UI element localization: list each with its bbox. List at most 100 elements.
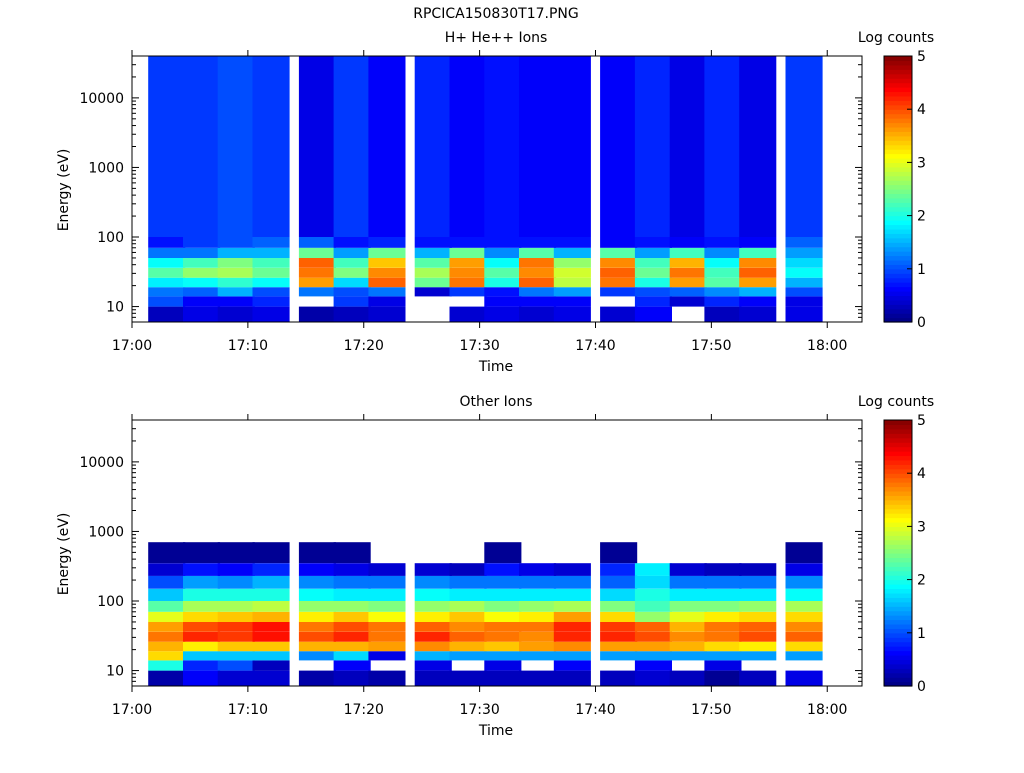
heatmap-cell bbox=[704, 306, 742, 322]
heatmap-cell bbox=[449, 277, 487, 288]
colorbar-segment bbox=[884, 446, 912, 452]
heatmap-cell bbox=[368, 267, 406, 278]
heatmap-cell bbox=[298, 641, 336, 652]
heatmap-cell bbox=[484, 257, 522, 268]
heatmap-cell bbox=[183, 542, 221, 564]
heatmap-cell bbox=[600, 306, 638, 322]
colorbar-segment bbox=[884, 610, 912, 616]
heatmap-cell bbox=[183, 611, 221, 622]
heatmap-cell bbox=[739, 237, 777, 248]
heatmap-cell bbox=[414, 56, 452, 237]
heatmap-cell bbox=[739, 306, 777, 322]
heatmap-cell bbox=[553, 267, 591, 278]
heatmap-cell bbox=[148, 563, 186, 576]
heatmap-cell bbox=[333, 621, 371, 632]
heatmap-cell bbox=[414, 563, 452, 576]
heatmap-cell bbox=[252, 670, 290, 686]
colorbar-segment bbox=[884, 122, 912, 128]
heatmap-cell bbox=[669, 287, 707, 297]
heatmap-cell bbox=[484, 542, 522, 564]
heatmap-cell bbox=[600, 611, 638, 622]
heatmap-cell bbox=[414, 641, 452, 652]
heatmap-cell bbox=[333, 670, 371, 686]
heatmap-cell bbox=[252, 257, 290, 268]
heatmap-cell bbox=[484, 306, 522, 322]
heatmap-cell bbox=[484, 631, 522, 642]
heatmap-cell bbox=[634, 670, 672, 686]
heatmap-cell bbox=[704, 296, 742, 307]
heatmap-cell bbox=[252, 660, 290, 671]
heatmap-cell bbox=[669, 563, 707, 576]
heatmap-cell bbox=[785, 588, 823, 601]
heatmap-cell bbox=[298, 257, 336, 268]
heatmap-cell bbox=[368, 588, 406, 601]
heatmap-cell bbox=[739, 670, 777, 686]
colorbar-segment bbox=[884, 166, 912, 172]
colorbar-segment bbox=[884, 561, 912, 567]
colorbar-segment bbox=[884, 677, 912, 683]
heatmap-cell bbox=[449, 611, 487, 622]
heatmap-cell bbox=[148, 257, 186, 268]
heatmap-cell bbox=[704, 257, 742, 268]
colorbar-segment bbox=[884, 264, 912, 270]
heatmap-cell bbox=[449, 267, 487, 278]
colorbar-segment bbox=[884, 268, 912, 274]
heatmap-cell bbox=[669, 588, 707, 601]
heatmap-cell bbox=[333, 611, 371, 622]
heatmap-cell bbox=[368, 257, 406, 268]
heatmap-cell bbox=[669, 631, 707, 642]
heatmap-cell bbox=[519, 56, 557, 237]
colorbar-segment bbox=[884, 451, 912, 457]
heatmap-cell bbox=[414, 267, 452, 278]
heatmap-cell bbox=[669, 601, 707, 612]
heatmap-cell bbox=[217, 631, 255, 642]
heatmap-cell bbox=[553, 56, 591, 237]
heatmap-cell bbox=[298, 277, 336, 288]
heatmap-cell bbox=[333, 575, 371, 589]
colorbar-segment bbox=[884, 428, 912, 434]
colorbar-segment bbox=[884, 157, 912, 163]
heatmap-cell bbox=[217, 296, 255, 307]
colorbar-segment bbox=[884, 566, 912, 572]
heatmap-cell bbox=[368, 247, 406, 258]
colorbar-segment bbox=[884, 482, 912, 488]
x-tick-label: 17:10 bbox=[228, 702, 268, 718]
heatmap-cell bbox=[217, 277, 255, 288]
heatmap-cell bbox=[148, 621, 186, 632]
heatmap-cell bbox=[333, 277, 371, 288]
heatmap-cell bbox=[217, 306, 255, 322]
heatmap-cell bbox=[148, 542, 186, 564]
heatmap-cell bbox=[449, 575, 487, 589]
heatmap-cell bbox=[449, 237, 487, 248]
heatmap-cell bbox=[739, 641, 777, 652]
heatmap-cell bbox=[484, 296, 522, 307]
colorbar-segment bbox=[884, 672, 912, 678]
colorbar-tick-label: 4 bbox=[917, 102, 926, 118]
colorbar-segment bbox=[884, 242, 912, 248]
heatmap-cell bbox=[298, 306, 336, 322]
colorbar-segment bbox=[884, 504, 912, 510]
heatmap-cell bbox=[414, 601, 452, 612]
heatmap-cell bbox=[368, 56, 406, 237]
heatmap-cell bbox=[669, 621, 707, 632]
colorbar-segment bbox=[884, 464, 912, 470]
panel-other-ions: Other Ions Log counts Energy (eV) Time 1… bbox=[56, 394, 934, 739]
heatmap-cell bbox=[148, 631, 186, 642]
heatmap-cell bbox=[634, 641, 672, 652]
colorbar-segment bbox=[884, 259, 912, 265]
heatmap-cell bbox=[252, 306, 290, 322]
heatmap-cell bbox=[634, 651, 672, 661]
colorbar-segment bbox=[884, 87, 912, 93]
heatmap-cell bbox=[368, 296, 406, 307]
heatmap-cell bbox=[183, 56, 221, 237]
colorbar-segment bbox=[884, 237, 912, 243]
heatmap-cell bbox=[298, 287, 336, 297]
heatmap-cell bbox=[704, 588, 742, 601]
colorbar-segment bbox=[884, 69, 912, 75]
heatmap-cell bbox=[739, 588, 777, 601]
colorbar-segment bbox=[884, 486, 912, 492]
heatmap-cell bbox=[704, 611, 742, 622]
heatmap-cell bbox=[634, 575, 672, 589]
colorbar-segment bbox=[884, 539, 912, 545]
x-tick-label: 18:00 bbox=[807, 338, 847, 354]
